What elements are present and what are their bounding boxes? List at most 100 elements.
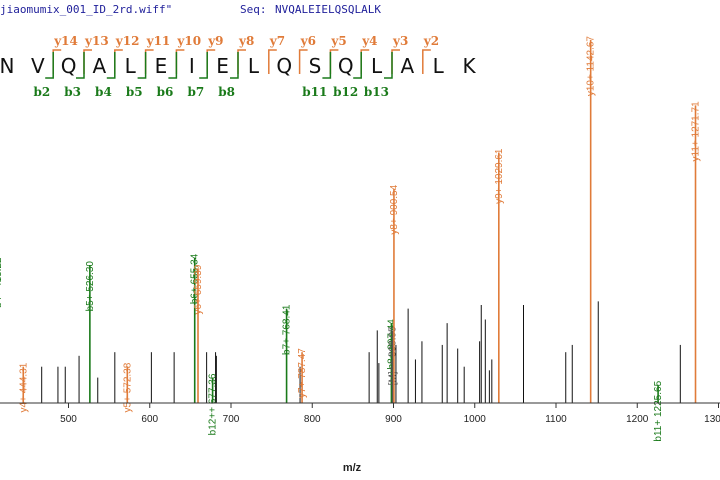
peak-series: b4+ 413.22 y4+ 444.31 b5+ 526.30 y5+ 572.38…	[0, 36, 702, 442]
y-ion-label: y5	[330, 34, 346, 48]
y-ion-bracket	[268, 49, 277, 74]
x-tick-label: 130	[704, 414, 720, 425]
b-ion-label: b8	[218, 85, 235, 99]
peak-label: y4+ 444.31	[18, 362, 29, 412]
peptide-residue: V	[31, 54, 45, 78]
x-tick-label: 1100	[545, 414, 567, 425]
sequence-value: NVQALEIELQSQLALK	[275, 3, 381, 16]
b-ion-label: b2	[33, 85, 50, 99]
y-ion-label: y9	[207, 34, 223, 48]
b-ion-label: b13	[364, 85, 389, 99]
b-ion-bracket	[106, 52, 116, 79]
b-ion-marker: b3	[64, 52, 85, 99]
peak-label: y8+ 900.54	[389, 184, 400, 234]
y-ion-bracket	[175, 49, 185, 74]
peptide-residue: N	[0, 54, 14, 78]
y-ion-label: y6	[300, 34, 316, 48]
x-tick-label: 1000	[464, 414, 487, 425]
peak-label: y10+ 1142.67	[586, 36, 597, 97]
peak-label: b5+ 526.30	[85, 261, 96, 312]
x-tick-label: 800	[304, 414, 321, 425]
b-ion-bracket	[199, 52, 208, 79]
b-ion-marker: b2	[33, 52, 54, 99]
peak-label: b12++ 677.36	[208, 373, 219, 435]
b-ion-bracket	[384, 52, 393, 79]
peak-label: y9+ 1029.61	[494, 148, 505, 204]
y-ion-label: y11	[146, 34, 171, 48]
y-ion-marker: y6	[298, 34, 316, 74]
y-ion-bracket	[391, 49, 400, 74]
y-ion-bracket	[114, 49, 123, 74]
peak-label: y6+ 659.39	[193, 264, 204, 314]
peptide-residue: E	[155, 54, 168, 78]
peptide-residue: L	[433, 54, 445, 78]
peak-label: b4+ 413.22	[0, 257, 4, 308]
peptide-residue: I	[189, 54, 195, 78]
peak-label: y11+ 1271.71	[691, 101, 702, 162]
peptide-residue: A	[93, 54, 107, 78]
y-ion-bracket	[298, 49, 308, 74]
y-ion-label: y4	[361, 34, 377, 48]
y-ion-bracket	[360, 49, 370, 74]
b-ion-marker: b6	[157, 52, 178, 99]
peptide-residue: L	[125, 54, 137, 78]
b-ion-label: b5	[126, 85, 143, 99]
peak-label: y7+ 787.47	[297, 348, 308, 398]
b-ion-marker: b12	[333, 52, 362, 99]
peptide-residue: Q	[276, 54, 292, 78]
spectrum-header: jiaomumix_001_ID_2rd.wiff" Seq: NVQALEIE…	[0, 0, 720, 20]
y-ion-marker: y7	[268, 34, 285, 74]
peptide-residue: K	[462, 54, 476, 78]
b-ion-label: b12	[333, 85, 358, 99]
y-ion-label: y3	[392, 34, 408, 48]
x-tick-label: 900	[385, 414, 402, 425]
y-ion-label: y13	[84, 34, 109, 48]
peptide-residue: A	[401, 54, 415, 78]
peptide-residue: Q	[338, 54, 354, 78]
y-ion-bracket	[144, 49, 154, 74]
b-ion-marker: b4	[95, 52, 116, 99]
b-ion-marker: b13	[364, 52, 393, 99]
y-ion-label: y2	[423, 34, 439, 48]
b-ion-label: b11	[302, 85, 327, 99]
b-ion-label: b4	[95, 85, 112, 99]
peak-label: b7+ 768.41	[282, 304, 293, 355]
x-axis-title: m/z	[343, 462, 362, 474]
peptide-residue: L	[371, 54, 383, 78]
b-ion-marker: b5	[126, 52, 147, 99]
y-ion-label: y12	[115, 34, 140, 48]
b-ion-marker: b11	[302, 52, 332, 99]
x-tick-label: 600	[141, 414, 158, 425]
y-ion-label: y14	[53, 34, 78, 48]
peak-label: y5+ 572.38	[122, 362, 133, 412]
peak-label: b6+ 655.34	[190, 253, 201, 304]
y-ion-bracket	[83, 49, 92, 74]
peptide-residue: Q	[61, 54, 77, 78]
peptide-residue: S	[309, 54, 322, 78]
b-ion-bracket	[168, 52, 178, 79]
b-ion-label: b6	[157, 85, 174, 99]
x-tick-label: 1200	[626, 414, 649, 425]
y-ion-label: y7	[269, 34, 285, 48]
b-ion-marker: b8	[218, 52, 239, 99]
x-tick-label: 700	[223, 414, 240, 425]
file-name: jiaomumix_001_ID_2rd.wiff"	[0, 3, 173, 16]
y-ion-bracket	[206, 49, 216, 74]
y-ion-label: y8	[238, 34, 254, 48]
y-ion-label: y10	[176, 34, 201, 48]
sequence-label: Seq:	[240, 3, 267, 16]
b-ion-bracket	[353, 52, 362, 79]
y-ion-bracket	[422, 49, 431, 74]
peptide-residue: E	[216, 54, 229, 78]
b-ion-bracket	[322, 52, 332, 79]
b-ion-label: b3	[64, 85, 81, 99]
peptide-residue: L	[248, 54, 260, 78]
b-ion-bracket	[45, 52, 54, 79]
y-ion-bracket	[237, 49, 246, 74]
b-ion-marker: b7	[187, 52, 208, 99]
y-ion-marker: y2	[422, 34, 439, 74]
b-ion-bracket	[137, 52, 147, 79]
x-axis: 500 600 700 800 900 1000 1100 1200 130	[0, 402, 720, 425]
